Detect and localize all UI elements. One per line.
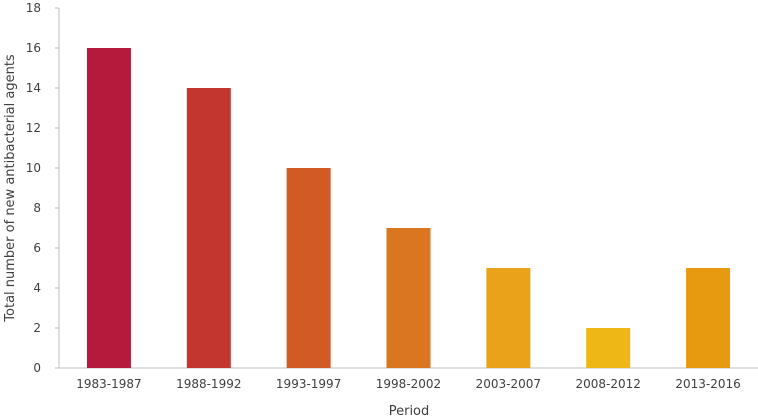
y-tick-label: 2 (33, 321, 41, 335)
bar-2008-2012 (586, 328, 631, 368)
bar-1993-1997 (286, 168, 331, 368)
y-tick-label: 4 (33, 281, 41, 295)
x-tick-label: 1983-1987 (76, 377, 141, 391)
x-tick-label: 2003-2007 (476, 377, 541, 391)
bars (86, 48, 731, 368)
x-axis-title: Period (389, 404, 430, 419)
x-tick-label: 2013-2016 (675, 377, 740, 391)
y-tick-label: 10 (26, 161, 41, 175)
x-axis: 1983-1987 1988-1992 1993-1997 1998-2002 2003… (59, 367, 758, 391)
x-tick-label: 2008-2012 (576, 377, 641, 391)
bar-1988-1992 (186, 88, 231, 368)
y-tick-label: 8 (33, 201, 41, 215)
y-tick-label: 6 (33, 241, 41, 255)
x-tick-label: 1993-1997 (276, 377, 341, 391)
y-tick-label: 18 (26, 1, 41, 15)
y-tick-label: 14 (26, 81, 41, 95)
x-tick-label: 1998-2002 (376, 377, 441, 391)
y-axis-title: Total number of new antibacterial agents (3, 54, 18, 323)
y-tick-label: 12 (26, 121, 41, 135)
bar-1983-1987 (86, 48, 131, 368)
y-tick-label: 0 (33, 361, 41, 375)
x-tick-label: 1988-1992 (176, 377, 241, 391)
y-tick-label: 16 (26, 41, 41, 55)
bar-1998-2002 (386, 228, 431, 368)
bar-2003-2007 (486, 268, 531, 368)
y-axis: 0 2 4 6 8 10 12 14 16 18 (26, 1, 60, 375)
bar-2013-2016 (686, 268, 731, 368)
